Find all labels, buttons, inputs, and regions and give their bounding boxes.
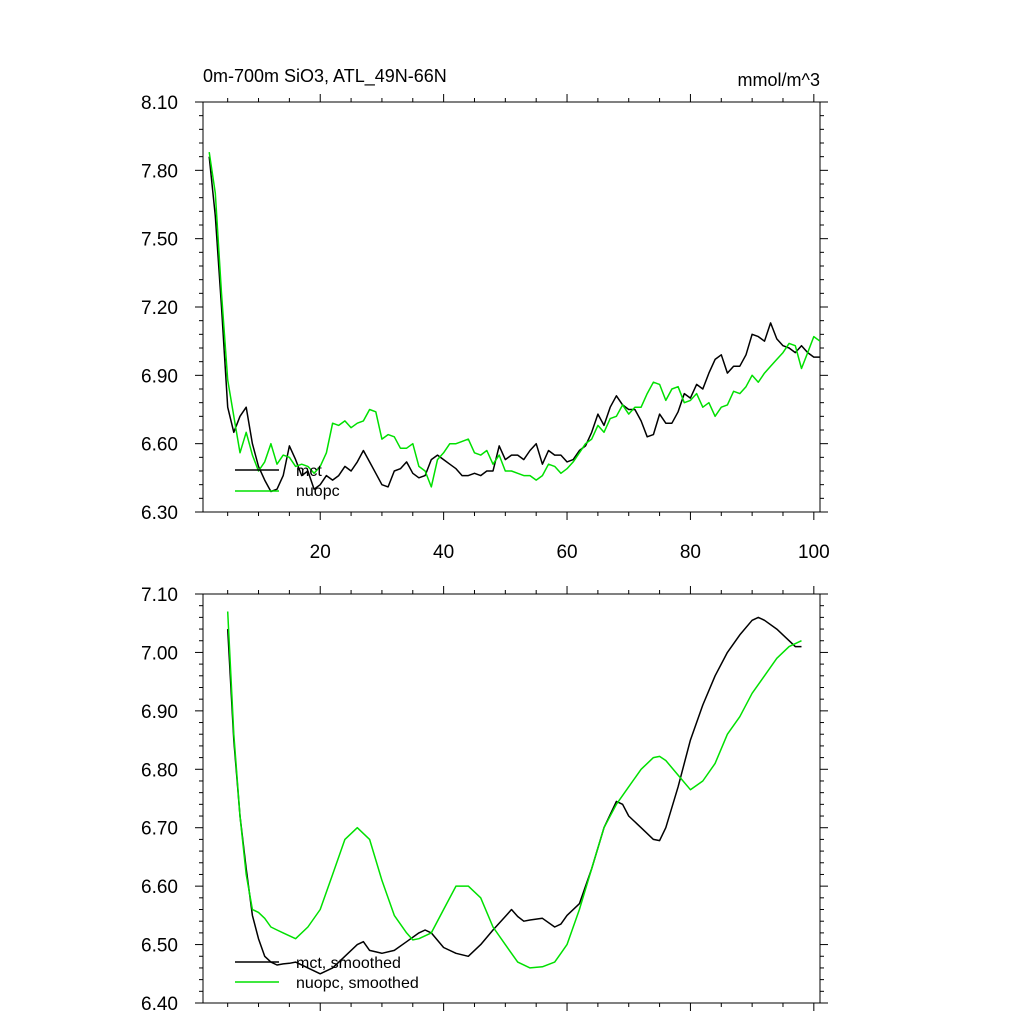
bottom-series-line-0 [226,616,802,975]
bottom-ytick-label: 6.40 [141,994,178,1015]
bottom-ytick-label: 6.90 [141,702,178,723]
top-xtick-label: 40 [433,542,454,563]
bottom-plot-area: 6.40 6.50 6.60 6.70 6.80 6.90 7.00 7.10 [141,585,828,1015]
top-title: 0m-700m SiO3, ATL_49N-66N [203,66,447,87]
bottom-ytick-label: 6.60 [141,877,178,898]
top-ytick-label: 6.60 [141,435,178,456]
top-ytick-label: 8.10 [141,93,178,114]
top-xtick-label: 60 [556,542,577,563]
legend-label-mct: mct [296,463,322,480]
legend-label-nuopc: nuopc [296,483,340,500]
top-panel: 0m-700m SiO3, ATL_49N-66N mmol/m^3 6.306… [141,66,830,563]
legend-label-mct-smoothed: mct, smoothed [296,955,401,972]
bottom-panel: 6.40 6.50 6.60 6.70 6.80 6.90 7.00 7.10 mct, sm… [141,585,828,1015]
bottom-ytick-label: 6.50 [141,936,178,957]
bottom-frame [202,593,821,1004]
top-ytick-label: 7.50 [141,230,178,251]
bottom-series-line-1 [226,611,802,969]
top-series-line-1 [208,151,821,488]
top-units-label: mmol/m^3 [738,70,820,90]
top-ytick-label: 6.90 [141,366,178,387]
bottom-ytick-label: 6.80 [141,760,178,781]
legend-label-nuopc-smoothed: nuopc, smoothed [296,975,419,992]
top-ytick-label: 6.30 [141,503,178,524]
bottom-ytick-label: 7.10 [141,585,178,606]
top-legend: mct nuopc [235,463,340,500]
top-xtick-label: 100 [798,542,830,563]
top-xtick-label: 80 [680,542,701,563]
top-series-line-0 [208,156,820,493]
top-ytick-label: 7.80 [141,161,178,182]
top-xtick-label: 20 [310,542,331,563]
top-plot-area: 6.30 6.60 6.90 7.20 7.50 7.80 8.10 20 40 60 80 100 [141,93,830,563]
bottom-ytick-label: 6.70 [141,819,178,840]
bottom-ytick-label: 7.00 [141,643,178,664]
top-ytick-label: 7.20 [141,298,178,319]
bottom-legend: mct, smoothed nuopc, smoothed [235,955,419,992]
